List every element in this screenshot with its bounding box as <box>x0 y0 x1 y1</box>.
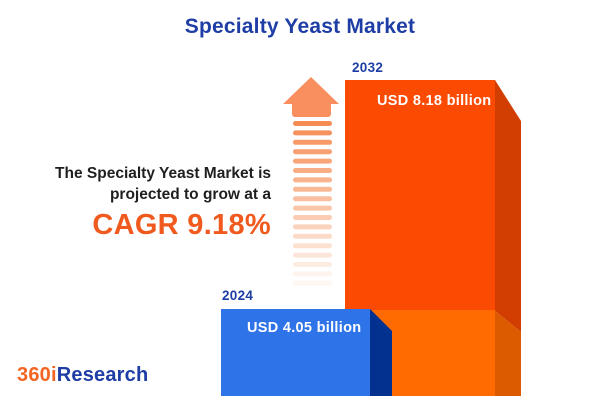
arrow-stripe <box>293 280 332 286</box>
arrow-stripe <box>293 243 332 249</box>
arrow-stripe <box>293 205 332 211</box>
bar-2032-side-upper <box>495 80 521 332</box>
arrow-stripe <box>293 186 332 192</box>
arrow-stripe <box>293 121 332 126</box>
arrow-stripes <box>293 121 332 286</box>
bar-2032-front-upper <box>345 80 495 310</box>
bar-2032-value-label: USD 8.18 billion <box>377 93 492 109</box>
growth-annotation: The Specialty Yeast Market is projected … <box>55 163 271 242</box>
bar-2032-year-label: 2032 <box>352 60 384 75</box>
bar-2024-side <box>370 309 392 396</box>
bar-2032-side-lower <box>495 311 521 396</box>
arrow-stripe <box>293 262 332 267</box>
arrow-stripe <box>293 224 332 230</box>
page-title: Specialty Yeast Market <box>184 15 416 38</box>
arrow-stripe <box>293 177 332 183</box>
logo-research: Research <box>56 364 149 386</box>
company-logo: 360iResearch <box>17 364 148 387</box>
logo-360i: 360i <box>17 364 57 386</box>
arrow-stripe <box>293 233 332 239</box>
arrow-stripe <box>293 158 332 164</box>
arrow-stripe <box>293 252 332 258</box>
arrow-stripe <box>293 271 332 277</box>
annotation-line-2: projected to grow at a <box>109 186 271 203</box>
bar-2024-value-label: USD 4.05 billion <box>247 320 362 336</box>
bar-2024-front <box>221 309 370 396</box>
growth-arrow-head-icon <box>283 77 339 104</box>
cagr-value: CAGR 9.18% <box>92 209 271 241</box>
arrow-stripe <box>293 149 332 155</box>
arrow-stripe <box>293 130 332 136</box>
arrow-stripe <box>293 168 332 173</box>
arrow-stripe <box>293 215 332 220</box>
growth-arrow-neck <box>292 99 331 117</box>
arrow-stripe <box>293 139 332 145</box>
bar-2024-year-label: 2024 <box>222 288 254 303</box>
annotation-line-1: The Specialty Yeast Market is <box>55 165 271 182</box>
arrow-stripe <box>293 196 332 202</box>
